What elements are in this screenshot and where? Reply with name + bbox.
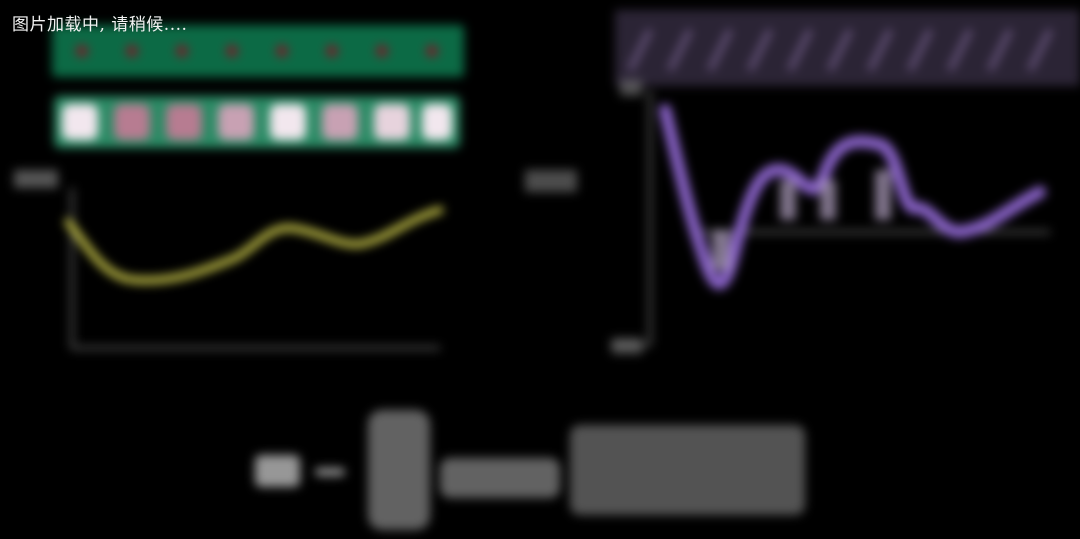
- mint-strip-blocks: [62, 104, 452, 140]
- right-y-bottom-tick-blob: [612, 338, 642, 354]
- right-top-band: [615, 10, 1080, 86]
- right-y-top-tick-blob: [620, 80, 642, 96]
- left-y-tick-blob: [14, 170, 58, 188]
- right-top-band-stripes: [627, 28, 1053, 72]
- left-plot-axes: [70, 188, 440, 350]
- strip-dots: [76, 45, 438, 57]
- purple-series-line: [659, 104, 1046, 290]
- purple-series-fill-bars: [712, 170, 891, 270]
- right-y-mid-label-blob: [525, 170, 577, 192]
- equation-blob: [255, 410, 805, 530]
- loading-placeholder-text: 图片加载中, 请稍候....: [12, 15, 188, 35]
- green-strip: [52, 25, 464, 77]
- yellow-series-line: [64, 206, 444, 284]
- mint-strip: [54, 96, 460, 148]
